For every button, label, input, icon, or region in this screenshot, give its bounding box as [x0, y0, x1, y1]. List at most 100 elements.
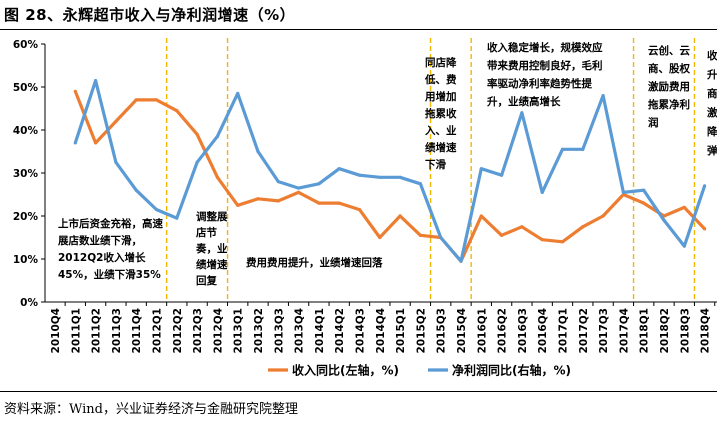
- net-profit-point: [642, 188, 646, 192]
- net-profit-point: [337, 167, 341, 171]
- x-tick-label: 2014Q4: [375, 308, 387, 353]
- net-profit-point: [195, 160, 199, 164]
- net-profit-point: [114, 160, 118, 164]
- x-tick-label: 2011Q4: [131, 308, 143, 353]
- net-profit-point: [418, 182, 422, 186]
- x-tick-label: 2017Q3: [598, 308, 610, 353]
- annotation-line: 低、费: [424, 73, 457, 86]
- chart-axes: [41, 43, 717, 306]
- net-profit-point: [560, 147, 565, 151]
- annotation-line: 入、业: [425, 124, 457, 137]
- x-tick-label: 2012Q3: [192, 308, 204, 353]
- x-tick-label: 2013Q2: [253, 308, 265, 353]
- title-rule: [0, 29, 717, 30]
- x-tick-label: 2014Q3: [355, 308, 367, 353]
- y-tick-label: 20%: [13, 211, 39, 223]
- revenue-point: [256, 197, 260, 201]
- x-tick-label: 2012Q4: [212, 308, 224, 353]
- revenue-point: [601, 214, 605, 218]
- annotation-line: 率驱动净利率趋势性提: [487, 77, 592, 90]
- revenue-point: [297, 190, 301, 194]
- annotation-line: 商: [707, 87, 717, 100]
- y-tick-label: 10%: [13, 254, 39, 266]
- net-profit-point: [378, 175, 382, 179]
- revenue-point: [175, 109, 179, 113]
- revenue-point: [73, 89, 77, 93]
- x-tick-label: 2018Q2: [659, 308, 671, 353]
- annotation-line: 费用费用提升，业绩增速回落: [246, 256, 383, 269]
- revenue-point: [195, 132, 199, 136]
- revenue-point: [317, 201, 321, 205]
- net-profit-point: [134, 188, 138, 192]
- annotation-line: 店节: [195, 226, 217, 239]
- x-tick-label: 2013Q4: [294, 308, 306, 353]
- net-profit-point: [703, 184, 707, 188]
- revenue-point: [520, 225, 524, 229]
- annotation-line: 收: [707, 49, 717, 62]
- revenue-point: [114, 119, 118, 123]
- net-profit-point: [398, 175, 402, 179]
- annotation-text: 费用费用提升，业绩增速回落: [246, 256, 383, 269]
- net-profit-point: [236, 91, 240, 96]
- x-tick-label: 2016Q1: [476, 308, 488, 353]
- annotation-line: 同店降: [425, 56, 457, 69]
- net-profit-point: [540, 190, 544, 194]
- revenue-growth-line: [73, 90, 706, 263]
- revenue-point: [276, 199, 280, 203]
- x-tick-label: 2018Q3: [679, 308, 691, 353]
- revenue-point: [540, 238, 544, 242]
- annotation-text: 上市后资金充裕，高速展店数业绩下滑， 2012Q2收入增长 45%，业绩下滑35%: [58, 217, 163, 281]
- annotation-line: 拖累收: [425, 107, 457, 120]
- revenue-point: [642, 201, 646, 205]
- annotation-text: 收入稳定增长，规模效应带来费用控制良好，毛利率驱动净利率趋势性提升，业绩高增长: [487, 41, 603, 108]
- revenue-point: [581, 225, 585, 229]
- revenue-point: [703, 227, 707, 231]
- revenue-point: [398, 214, 402, 218]
- x-tick-label: 2016Q3: [517, 308, 529, 353]
- x-tick-label: 2015Q3: [436, 308, 448, 353]
- x-tick-label: 2013Q3: [273, 308, 285, 353]
- x-tick-label: 2012Q1: [152, 308, 164, 353]
- series-lines: [73, 78, 707, 263]
- annotation-line: 商、股权: [648, 62, 690, 75]
- revenue-point: [134, 98, 138, 102]
- annotation-line: 降: [707, 125, 717, 138]
- net-profit-point: [500, 173, 504, 177]
- x-tick-label: 2017Q2: [578, 308, 590, 353]
- x-tick-label: 2011Q2: [91, 308, 103, 353]
- net-profit-point: [256, 149, 260, 154]
- annotation-line: 用增加: [424, 90, 457, 103]
- y-tick-label: 0%: [20, 297, 38, 309]
- x-tick-label: 2014Q2: [334, 308, 346, 353]
- revenue-point: [215, 175, 219, 179]
- revenue-point: [560, 240, 565, 244]
- annotation-line: 带来费用控制良好，毛利: [487, 59, 603, 72]
- legend-revenue: 收入同比(左轴，%): [268, 363, 399, 378]
- line-chart: 上市后资金充裕，高速展店数业绩下滑， 2012Q2收入增长 45%，业绩下滑35% 调…: [13, 38, 717, 378]
- x-tick-label: 2015Q2: [415, 308, 427, 353]
- net-profit-point: [621, 190, 626, 194]
- net-profit-point: [682, 244, 686, 248]
- x-tick-label: 2016Q4: [537, 308, 549, 353]
- annotation-line: 奏，业: [195, 242, 228, 255]
- source-rule: [0, 391, 717, 392]
- revenue-point: [479, 214, 483, 218]
- annotation-line: 升: [707, 68, 717, 81]
- net-profit-point: [601, 94, 605, 98]
- annotation-line: 拖累净利: [648, 98, 690, 111]
- y-tick-label: 30%: [13, 168, 39, 180]
- revenue-point: [337, 201, 341, 205]
- period-dividers: [165, 38, 696, 302]
- annotation-line: 回复: [196, 274, 217, 287]
- annotation-line: 云创、云: [648, 44, 690, 57]
- y-tick-label: 40%: [13, 125, 39, 137]
- annotation-line: 润: [648, 116, 659, 129]
- annotation-line: 展店数业绩下滑，: [58, 234, 142, 247]
- legend-label: 净利润同比(右轴，%): [452, 363, 571, 378]
- revenue-point: [378, 235, 382, 240]
- x-tick-label: 2018Q4: [700, 308, 712, 353]
- net-profit-point: [276, 180, 280, 184]
- y-tick-label: 50%: [13, 82, 39, 94]
- annotation-text: 收升商激降弹: [707, 49, 717, 157]
- net-profit-point: [297, 186, 301, 190]
